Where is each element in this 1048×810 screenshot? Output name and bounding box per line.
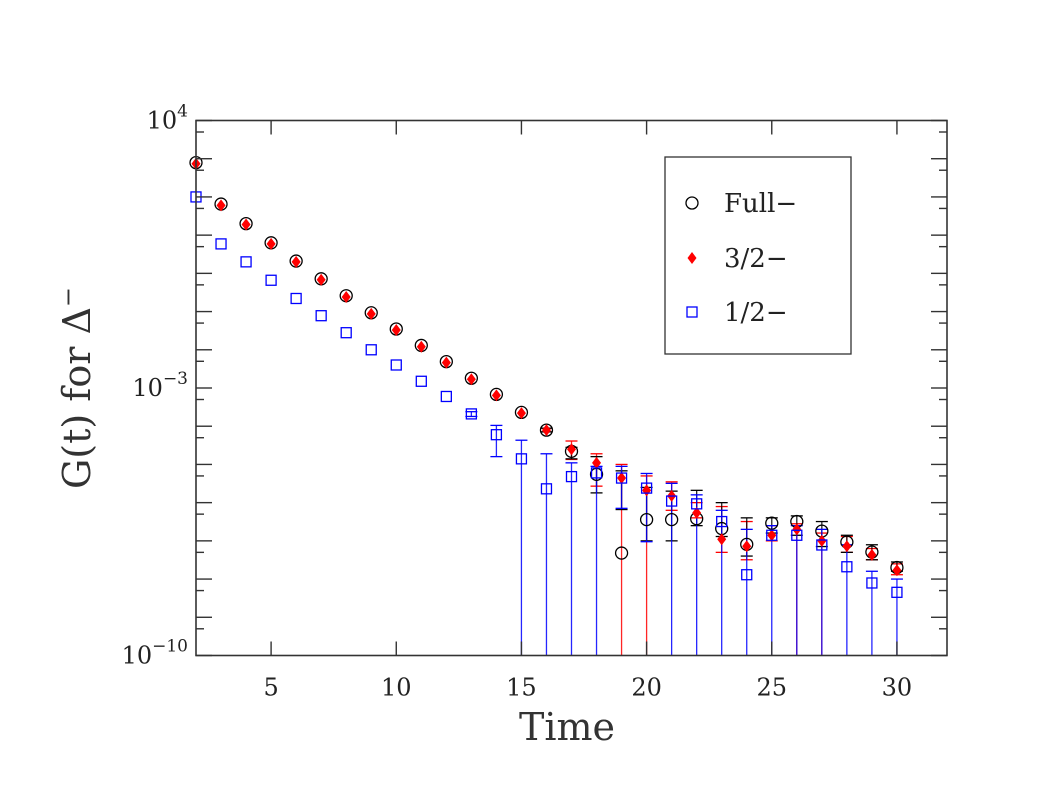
data-point [717, 533, 727, 546]
data-point [842, 540, 852, 553]
data-point [590, 467, 603, 479]
x-axis-label: Time [519, 705, 615, 749]
series-1-2 [190, 191, 903, 598]
data-point [490, 429, 503, 441]
y-tick-labels: 104 10−3 10−10 [122, 102, 188, 670]
legend-item-1-2: 1/2− [686, 298, 788, 328]
data-point [441, 356, 451, 369]
data-point [642, 484, 652, 497]
data-point [817, 534, 827, 547]
data-point [316, 273, 326, 286]
y-tick-label: 104 [147, 102, 188, 135]
legend-item-3-2: 3/2− [687, 244, 788, 274]
data-point [266, 237, 276, 250]
data-point [692, 506, 702, 519]
data-point [515, 453, 528, 465]
data-point [216, 199, 226, 212]
data-point [742, 540, 752, 553]
data-point [365, 344, 377, 356]
legend-label: Full− [724, 189, 797, 219]
data-point [315, 310, 327, 322]
data-point [491, 389, 501, 402]
data-point [892, 564, 902, 577]
legend-marker-open-circle-icon [685, 196, 699, 210]
data-point [617, 472, 627, 485]
legend-label: 3/2− [724, 244, 788, 274]
data-point [665, 495, 678, 507]
y-tick-label: 10−3 [132, 369, 188, 402]
legend-label: 1/2− [724, 298, 788, 328]
data-point [691, 498, 703, 510]
data-point [866, 577, 878, 589]
data-point [390, 359, 402, 371]
x-tick-label: 25 [756, 674, 787, 702]
x-tick-label: 5 [263, 674, 278, 702]
data-point [415, 375, 427, 387]
data-point [615, 472, 628, 484]
legend-marker-filled-diamond-icon [687, 252, 697, 264]
data-point [465, 408, 478, 420]
data-point [565, 470, 578, 483]
data-point [816, 539, 828, 551]
data-point [241, 218, 251, 231]
plot-marks [189, 155, 904, 656]
x-tick-label: 20 [631, 674, 662, 702]
data-point [716, 515, 728, 528]
legend-marker-open-square-icon [686, 306, 698, 318]
x-tick-label: 15 [506, 674, 537, 702]
data-point [341, 291, 351, 304]
data-point [265, 274, 277, 286]
series-1-2-errorbars [465, 411, 903, 656]
axis-ticks [196, 119, 947, 657]
data-point [366, 307, 376, 320]
data-point [540, 483, 553, 495]
data-point [640, 482, 653, 494]
data-point [215, 238, 227, 250]
x-tick-labels: 5 10 15 20 25 30 [263, 674, 912, 702]
data-point [567, 443, 576, 456]
data-point [541, 424, 551, 437]
series-3-2 [191, 157, 902, 577]
data-point [766, 529, 778, 541]
data-point [290, 292, 302, 305]
x-tick-label: 10 [381, 674, 412, 702]
data-point [340, 327, 352, 339]
data-point [391, 323, 401, 336]
data-point [664, 512, 679, 527]
data-point [592, 456, 602, 469]
data-point [614, 546, 629, 560]
data-point [791, 529, 803, 541]
data-point [767, 529, 777, 542]
data-point [440, 390, 452, 403]
legend-item-full: Full− [685, 189, 797, 219]
legend: Full− 3/2− 1/2− [664, 156, 852, 355]
data-point [466, 373, 476, 386]
data-point [792, 523, 802, 536]
data-point [240, 256, 252, 268]
data-point [841, 561, 853, 573]
data-point [867, 548, 877, 561]
data-point [416, 340, 426, 353]
data-point [741, 569, 753, 581]
data-point [639, 512, 654, 527]
data-point [516, 407, 526, 420]
data-point [765, 516, 779, 530]
legend-box [664, 156, 852, 355]
y-tick-label: 10−10 [122, 637, 188, 670]
x-tick-label: 30 [882, 674, 913, 702]
data-point [891, 586, 903, 598]
data-point [291, 255, 301, 268]
y-axis-label: G(t) for Δ− [54, 287, 99, 489]
